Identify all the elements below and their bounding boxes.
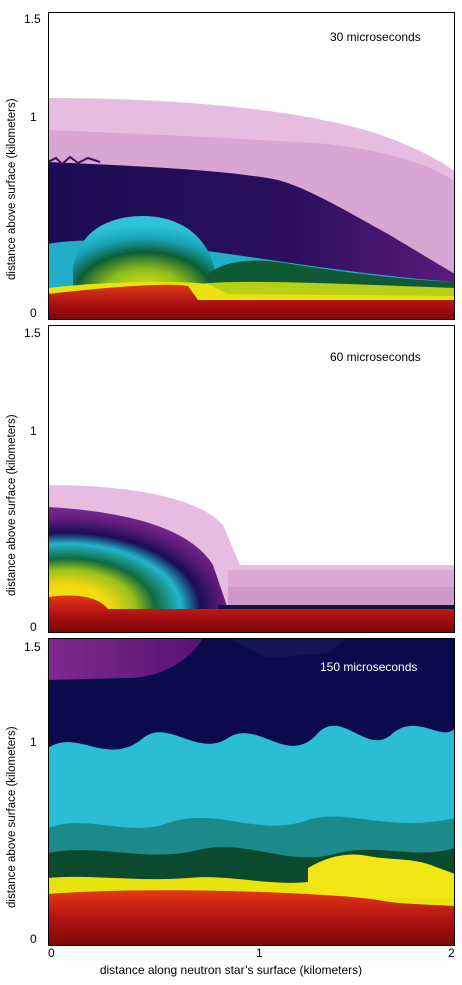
simulation-image-30us bbox=[48, 12, 455, 320]
y-tick-1-5: 1.5 bbox=[24, 12, 41, 26]
panel-30us bbox=[48, 12, 455, 320]
y-tick-1-5: 1.5 bbox=[24, 640, 41, 654]
x-axis-label: distance along neutron star’s surface (k… bbox=[99, 963, 363, 977]
simulation-image-60us bbox=[48, 325, 455, 633]
y-tick-1: 1 bbox=[30, 424, 37, 438]
simulation-image-150us bbox=[48, 638, 455, 946]
y-tick-0: 0 bbox=[30, 620, 37, 634]
panel-150us-time-label: 150 microseconds bbox=[320, 660, 418, 674]
x-tick-2: 2 bbox=[448, 946, 455, 960]
y-tick-1-5: 1.5 bbox=[24, 326, 41, 340]
y-tick-1: 1 bbox=[30, 735, 37, 749]
x-tick-1: 1 bbox=[256, 946, 263, 960]
y-tick-1: 1 bbox=[30, 110, 37, 124]
y-axis-label-panel-2: distance above surface (kilometers) bbox=[6, 414, 18, 596]
x-tick-0: 0 bbox=[48, 946, 55, 960]
panel-150us bbox=[48, 638, 455, 946]
panel-60us bbox=[48, 325, 455, 633]
y-tick-0: 0 bbox=[30, 932, 37, 946]
y-axis-label-panel-1: distance above surface (kilometers) bbox=[6, 98, 18, 280]
y-axis-label-panel-3: distance above surface (kilometers) bbox=[6, 726, 18, 908]
panel-30us-time-label: 30 microseconds bbox=[330, 30, 421, 44]
panel-60us-time-label: 60 microseconds bbox=[330, 350, 421, 364]
y-tick-0: 0 bbox=[30, 306, 37, 320]
